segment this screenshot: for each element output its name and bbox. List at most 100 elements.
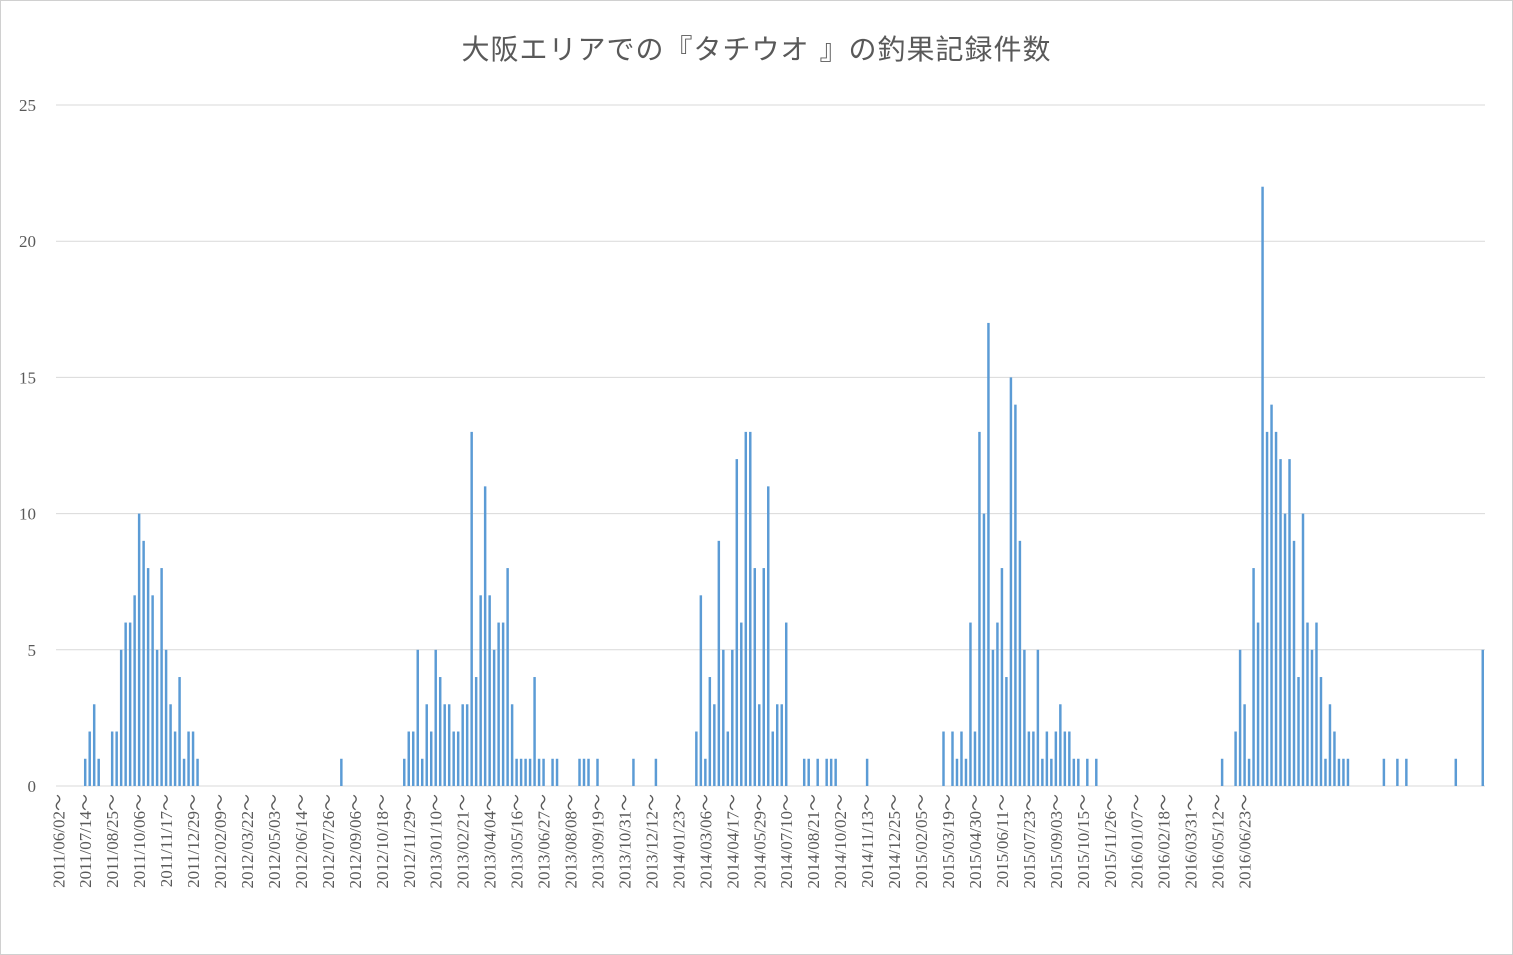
- bar: [501, 622, 505, 786]
- bar: [960, 731, 963, 786]
- bar: [973, 731, 977, 786]
- bar: [1396, 758, 1399, 786]
- bar: [758, 704, 761, 786]
- x-tick-label: 2013/06/27～: [535, 794, 554, 888]
- bar: [133, 595, 136, 786]
- bar: [744, 431, 748, 786]
- bar: [160, 568, 163, 786]
- x-tick-label: 2016/03/31～: [1182, 794, 1201, 888]
- bar: [483, 486, 487, 786]
- bar: [942, 731, 945, 786]
- x-tick-label: 2015/04/30～: [966, 794, 985, 888]
- x-tick-label: 2016/01/07～: [1128, 794, 1147, 888]
- bar: [1481, 649, 1484, 786]
- bar: [429, 731, 433, 786]
- bar: [1256, 622, 1260, 786]
- x-tick-label: 2014/08/21～: [804, 794, 823, 888]
- bar: [461, 704, 464, 786]
- bar: [1095, 758, 1098, 786]
- x-tick-label: 2014/10/02～: [831, 794, 850, 888]
- bar: [155, 649, 159, 786]
- bar: [340, 758, 343, 786]
- bar: [1054, 731, 1058, 786]
- x-tick-label: 2015/06/11～: [993, 794, 1012, 888]
- bar: [1382, 758, 1386, 786]
- x-tick-label: 2011/10/06～: [130, 794, 149, 888]
- bar: [1045, 731, 1049, 786]
- bar: [1086, 758, 1089, 786]
- bar: [191, 731, 195, 786]
- y-tick-label: 25: [19, 96, 36, 115]
- bar: [1310, 649, 1314, 786]
- bar: [119, 649, 123, 786]
- bar: [88, 731, 91, 786]
- bar: [632, 758, 635, 786]
- x-tick-label: 2012/06/14～: [292, 794, 311, 888]
- bar: [465, 704, 469, 786]
- bar: [767, 486, 770, 786]
- bar: [749, 431, 752, 786]
- bar: [1328, 704, 1332, 786]
- y-tick-label: 15: [19, 368, 36, 387]
- bar: [825, 758, 828, 786]
- x-tick-label: 2015/02/05～: [912, 794, 931, 888]
- bar: [110, 731, 114, 786]
- bar: [488, 595, 491, 786]
- bar: [1454, 758, 1458, 786]
- bar: [1333, 731, 1336, 786]
- x-tick-label: 2012/07/26～: [319, 794, 338, 888]
- bar: [1023, 649, 1026, 786]
- bar: [83, 758, 87, 786]
- x-tick-label: 2015/11/26～: [1101, 794, 1120, 888]
- bar: [1014, 404, 1017, 786]
- bar: [1068, 731, 1071, 786]
- x-tick-label: 2011/07/14～: [76, 794, 95, 888]
- bar: [969, 622, 972, 786]
- bar: [169, 704, 172, 786]
- bar: [1247, 758, 1251, 786]
- bar: [421, 758, 424, 786]
- bar: [173, 731, 177, 786]
- y-tick-label: 0: [28, 777, 37, 796]
- bar: [1009, 377, 1013, 786]
- bars: [83, 186, 1484, 787]
- bar: [452, 731, 455, 786]
- bar: [456, 731, 460, 786]
- bar: [816, 758, 819, 786]
- x-tick-label: 2013/02/21～: [454, 794, 473, 888]
- bar: [196, 758, 199, 786]
- x-tick-label: 2013/09/19～: [588, 794, 607, 888]
- bar: [1324, 758, 1327, 786]
- gridlines: [56, 104, 1485, 787]
- y-tick-label: 20: [19, 232, 36, 251]
- bar: [528, 758, 532, 786]
- bar: [1032, 731, 1035, 786]
- bar: [137, 513, 141, 786]
- bar: [97, 758, 100, 786]
- x-tick-label: 2011/06/02～: [49, 794, 68, 888]
- bar: [726, 731, 730, 786]
- bar: [551, 758, 554, 786]
- bar: [519, 758, 523, 786]
- y-tick-label: 5: [28, 641, 37, 660]
- bar: [802, 758, 806, 786]
- bar: [506, 568, 509, 786]
- bar: [1077, 758, 1080, 786]
- bar: [1319, 677, 1323, 786]
- bar: [955, 758, 959, 786]
- bar: [771, 731, 774, 786]
- x-tick-label: 2011/12/29～: [184, 794, 203, 888]
- bar: [1005, 677, 1008, 786]
- bar: [497, 622, 500, 786]
- bar: [1270, 404, 1273, 786]
- bar: [1243, 704, 1246, 786]
- bar: [115, 731, 118, 786]
- y-axis-ticks: 0 5 10 15 20 25: [19, 96, 36, 796]
- bar: [784, 622, 788, 786]
- bar: [834, 758, 837, 786]
- bar: [1063, 731, 1067, 786]
- bar: [578, 758, 581, 786]
- bar: [434, 649, 437, 786]
- x-tick-label: 2015/07/23～: [1020, 794, 1039, 888]
